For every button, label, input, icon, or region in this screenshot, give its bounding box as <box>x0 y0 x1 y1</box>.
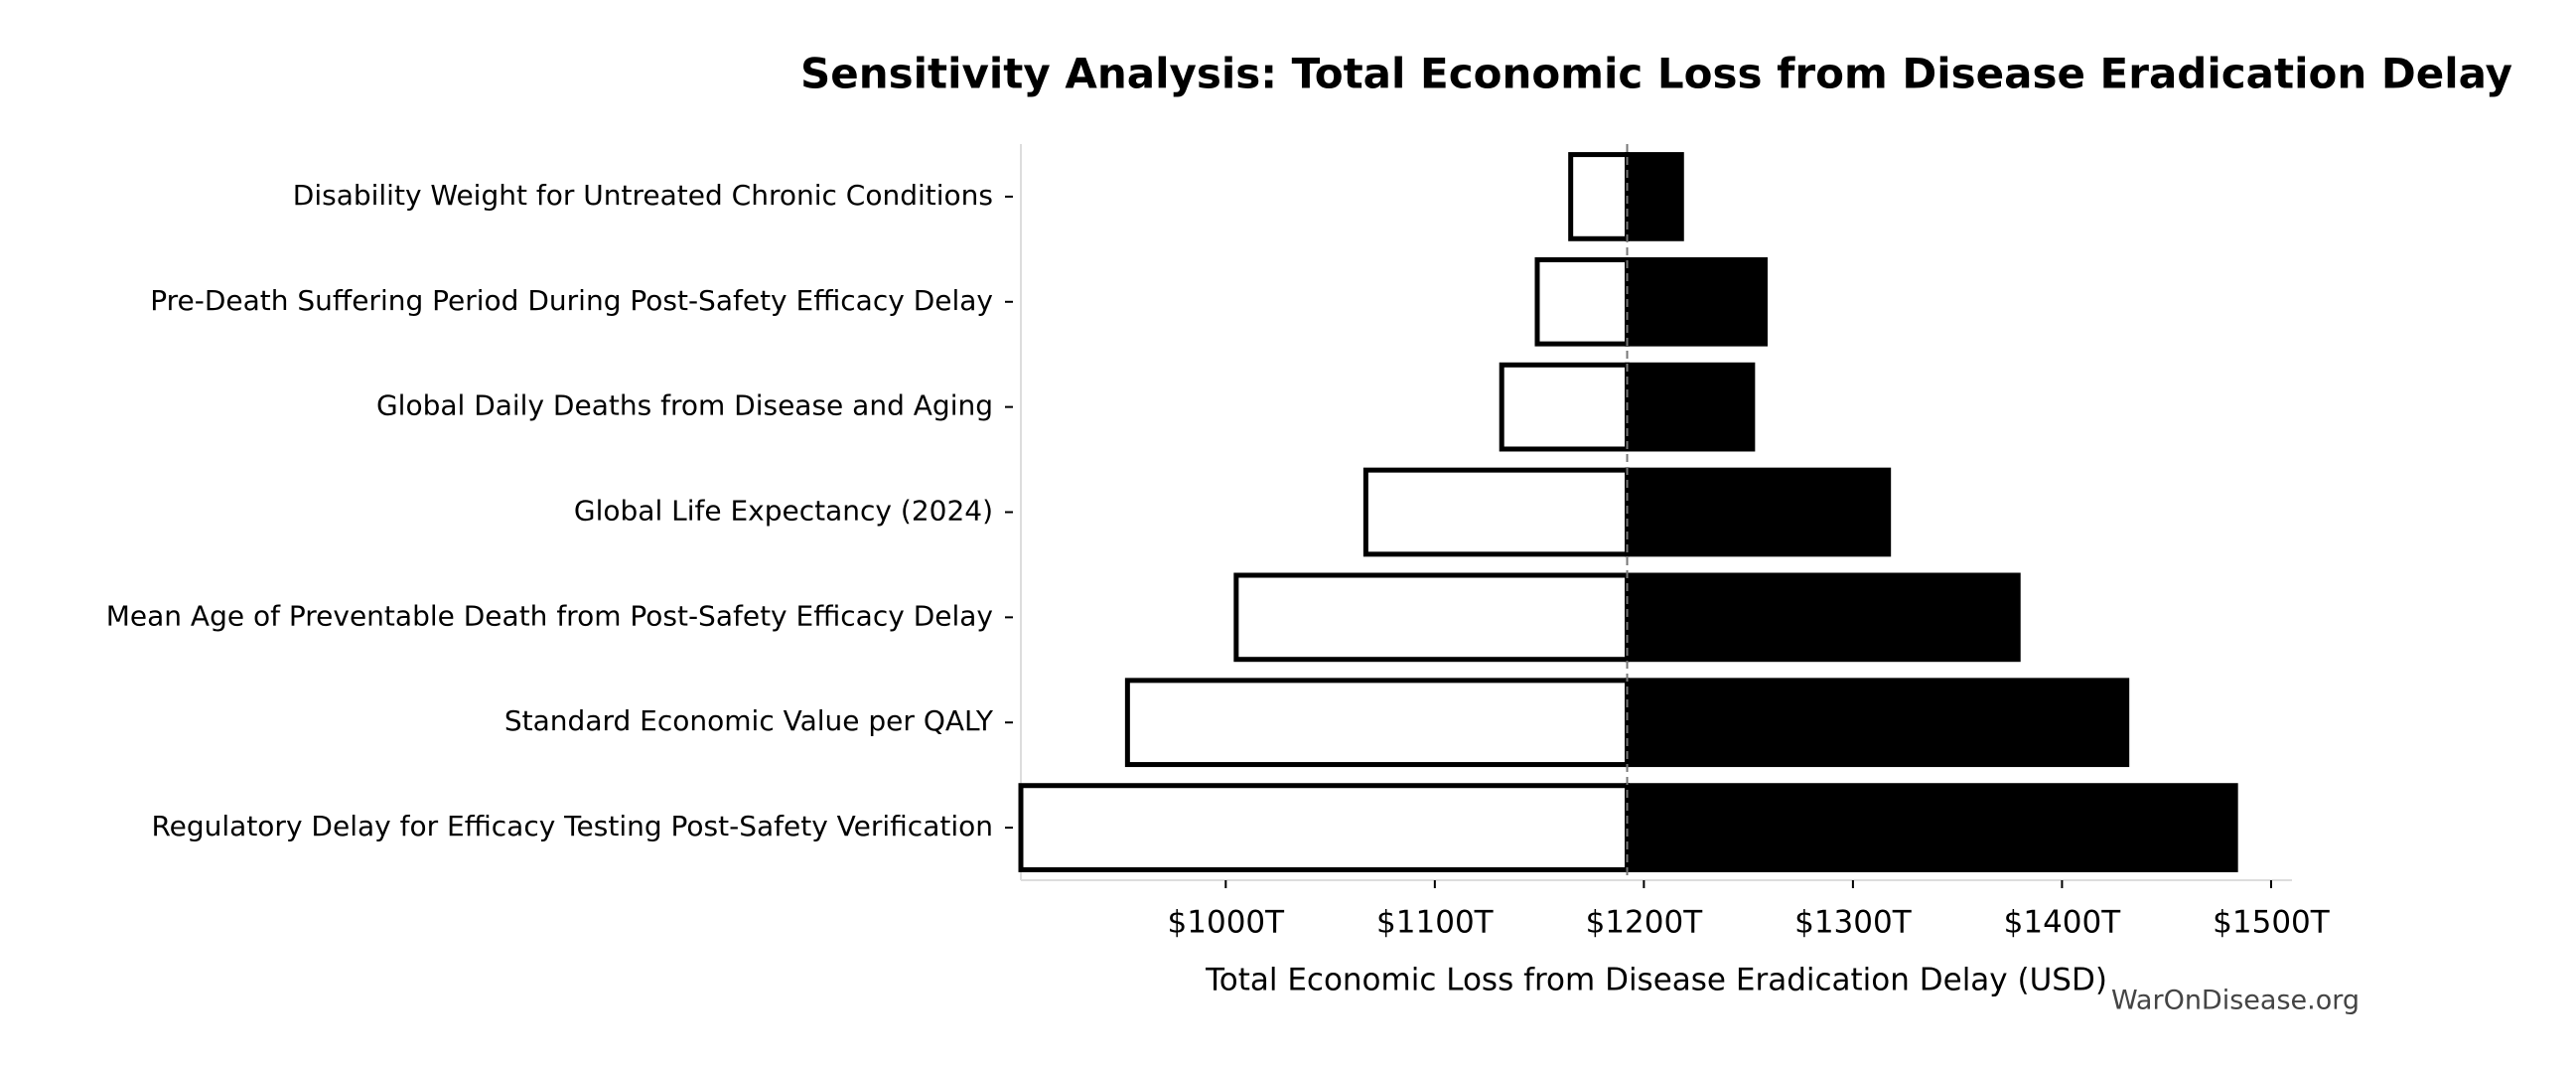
low-bar <box>1124 678 1631 768</box>
x-tick-label: $1200T <box>1586 905 1704 941</box>
x-axis-label: Total Economic Loss from Disease Eradica… <box>1205 963 2107 998</box>
y-tick-label: Disability Weight for Untreated Chronic … <box>293 179 993 212</box>
high-bar <box>1625 678 2130 768</box>
x-tick-label: $1100T <box>1376 905 1495 941</box>
watermark: WarOnDisease.org <box>2111 986 2360 1016</box>
y-tick-label: Standard Economic Value per QALY <box>504 704 994 737</box>
low-bar <box>1233 572 1631 663</box>
high-bar <box>1625 467 1892 557</box>
low-bar <box>1362 467 1631 557</box>
low-bar <box>1534 256 1631 347</box>
high-bar <box>1625 783 2238 872</box>
y-tick-label: Mean Age of Preventable Death from Post-… <box>106 599 993 632</box>
high-bar <box>1625 572 2021 663</box>
low-bar <box>1568 152 1631 241</box>
y-tick-label: Global Life Expectancy (2024) <box>574 495 993 528</box>
x-tick-label: $1300T <box>1794 905 1913 941</box>
high-bar <box>1625 152 1684 241</box>
low-bar <box>1018 783 1631 872</box>
high-bar <box>1625 256 1768 347</box>
y-tick-label: Pre-Death Suffering Period During Post-S… <box>150 284 993 317</box>
x-tick-label: $1500T <box>2213 905 2331 941</box>
x-tick-label: $1400T <box>2004 905 2122 941</box>
y-tick-label: Global Daily Deaths from Disease and Agi… <box>376 389 993 422</box>
x-tick-label: $1000T <box>1168 905 1286 941</box>
low-bar <box>1499 362 1631 452</box>
chart-title: Sensitivity Analysis: Total Economic Los… <box>800 50 2512 98</box>
high-bar <box>1625 362 1756 452</box>
y-tick-label: Regulatory Delay for Efficacy Testing Po… <box>151 810 993 842</box>
